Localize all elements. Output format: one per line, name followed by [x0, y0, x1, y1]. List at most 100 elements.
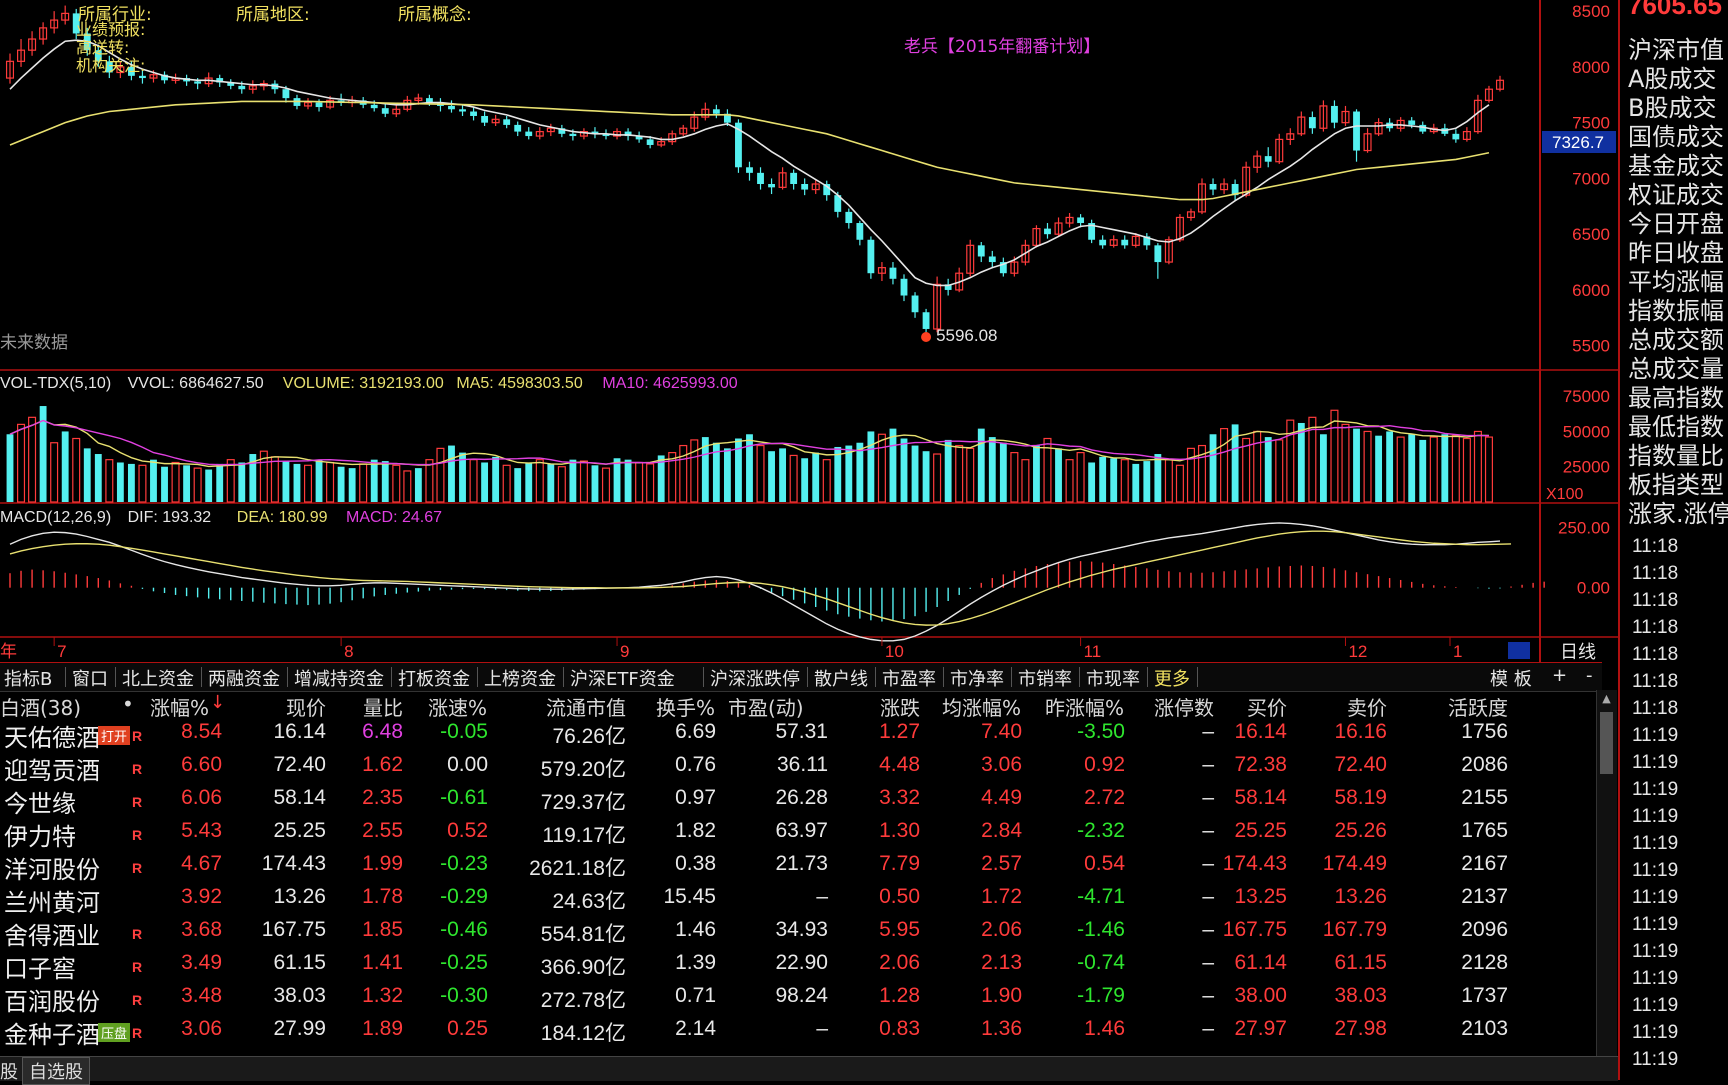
volume-bar: [105, 459, 114, 503]
table-cell: 1.27: [879, 720, 920, 743]
column-header[interactable]: 买价: [1247, 696, 1287, 720]
column-header[interactable]: 流通市值: [546, 696, 626, 720]
tab-indicator[interactable]: 上榜资金: [484, 669, 556, 690]
candle-body: [723, 113, 731, 123]
candle-body: [1220, 183, 1229, 191]
volume-bar: [1386, 431, 1394, 502]
volume-bar: [259, 450, 268, 503]
volume-bar: [635, 461, 644, 503]
column-header[interactable]: 卖价: [1347, 696, 1387, 720]
candle-body: [977, 245, 985, 257]
table-cell: 2103: [1461, 1017, 1508, 1040]
table-cell: –: [816, 1017, 828, 1040]
table-cell: 34.93: [775, 918, 828, 941]
tab-separator: [287, 667, 288, 687]
volume-bar: [403, 470, 412, 503]
volume-bar: [392, 464, 401, 503]
tab-watchlist[interactable]: 自选股: [22, 1057, 90, 1085]
candle-body: [591, 131, 599, 134]
tick-time: 11:19: [1632, 1022, 1679, 1043]
table-cell: 1.28: [879, 984, 920, 1007]
column-header[interactable]: 市盈(动): [728, 696, 804, 720]
concept-label: 所属概念:: [398, 5, 472, 25]
column-settings-icon[interactable]: •: [122, 692, 134, 716]
candle-body: [635, 136, 643, 140]
volume-bar: [282, 461, 290, 502]
volume-bar: [922, 451, 930, 502]
column-header[interactable]: 均涨幅%: [942, 696, 1022, 720]
sort-desc-icon[interactable]: ↓: [210, 692, 226, 713]
volume-bar: [999, 442, 1007, 502]
column-header[interactable]: 活跃度: [1448, 696, 1508, 720]
table-cell: 2.84: [981, 819, 1022, 842]
volume-bar: [1231, 424, 1239, 502]
tab-indicator[interactable]: 两融资金: [208, 669, 280, 690]
stock-name[interactable]: 百润股份: [4, 988, 100, 1016]
volume-bar: [1353, 428, 1360, 502]
index-stat-label: 平均涨幅: [1628, 268, 1724, 296]
tab-indicator[interactable]: 市现率: [1086, 669, 1140, 690]
tab-indicator[interactable]: 打板资金: [398, 669, 470, 690]
template-button[interactable]: 模 板: [1490, 669, 1532, 690]
tab-indicator[interactable]: 市净率: [950, 669, 1004, 690]
column-header[interactable]: 涨停数: [1154, 696, 1214, 720]
column-header[interactable]: 涨跌: [880, 696, 920, 720]
tab-indicator[interactable]: 市盈率: [882, 669, 936, 690]
stock-name[interactable]: 今世缘: [4, 790, 76, 818]
stock-name[interactable]: 天佑德酒: [4, 724, 100, 752]
column-header[interactable]: 换手%: [656, 696, 716, 720]
stock-name[interactable]: 迎驾贡酒: [4, 757, 100, 785]
index-stat-label: 总成交额: [1628, 326, 1724, 354]
stock-name[interactable]: 洋河股份: [4, 856, 100, 884]
remove-button[interactable]: -: [1586, 665, 1593, 686]
tab-indicator[interactable]: 散户线: [814, 669, 868, 690]
volume-bar: [1396, 436, 1405, 503]
stock-name[interactable]: 金种子酒: [4, 1021, 100, 1049]
tab-indicator[interactable]: 沪深涨跌停: [710, 669, 800, 690]
column-header[interactable]: 涨速%: [428, 696, 488, 720]
add-button[interactable]: +: [1552, 665, 1568, 686]
tab-indicator[interactable]: 沪深ETF资金: [570, 669, 675, 690]
candle-body: [657, 141, 666, 146]
volume-bar: [1419, 439, 1427, 502]
column-header[interactable]: 涨幅%: [150, 696, 210, 720]
tab-indicator[interactable]: 增减持资金: [294, 669, 384, 690]
table-cell: 6.06: [181, 786, 222, 809]
candle-body: [768, 184, 775, 188]
column-header[interactable]: 昨涨幅%: [1045, 696, 1125, 720]
candle-body: [845, 211, 853, 224]
stock-name[interactable]: 口子窖: [4, 955, 76, 983]
candle-body: [690, 116, 699, 129]
tab-separator: [943, 667, 944, 687]
column-header[interactable]: 量比: [363, 696, 403, 720]
candle-body: [1021, 244, 1030, 263]
table-cell: 72.40: [273, 753, 326, 776]
tab-indicator[interactable]: 北上资金: [122, 669, 194, 690]
stock-name[interactable]: 伊力特: [4, 823, 76, 851]
candle-body: [1121, 239, 1129, 246]
candle-body: [127, 66, 135, 76]
stock-name[interactable]: 兰州黄河: [4, 889, 100, 917]
candle-body: [39, 27, 48, 40]
table-cell: 729.37亿: [540, 791, 626, 814]
tick-time: 11:18: [1632, 644, 1679, 665]
tab-indicator[interactable]: 更多: [1154, 669, 1190, 690]
tab-indicator[interactable]: 市销率: [1018, 669, 1072, 690]
stock-name[interactable]: 舍得酒业: [4, 922, 100, 950]
volume-ma5-legend: MA5: 4598303.50: [456, 375, 582, 392]
index-stat-label: 昨日收盘: [1628, 239, 1724, 267]
margin-trading-mark: R: [132, 860, 143, 876]
tab-indicator[interactable]: 窗口: [72, 669, 108, 690]
scroll-up-icon[interactable]: ▲: [1602, 692, 1611, 705]
macd-dif-legend: DIF: 193.32: [128, 509, 212, 526]
tab-indicator[interactable]: 指标B: [4, 669, 53, 690]
kline-chart-area[interactable]: 5500 6000 6500 7000 7500 8000 8500 5596.08 7326.…: [0, 0, 1618, 662]
table-scrollbar[interactable]: ▲: [1596, 690, 1617, 1056]
volume-bar: [712, 442, 720, 502]
table-cell: 1.99: [362, 852, 403, 875]
table-cell: 272.78亿: [540, 989, 626, 1012]
column-header[interactable]: 现价: [286, 696, 326, 720]
volume-bar: [579, 460, 588, 503]
volume-bar: [613, 458, 621, 502]
scroll-thumb[interactable]: [1600, 712, 1613, 774]
